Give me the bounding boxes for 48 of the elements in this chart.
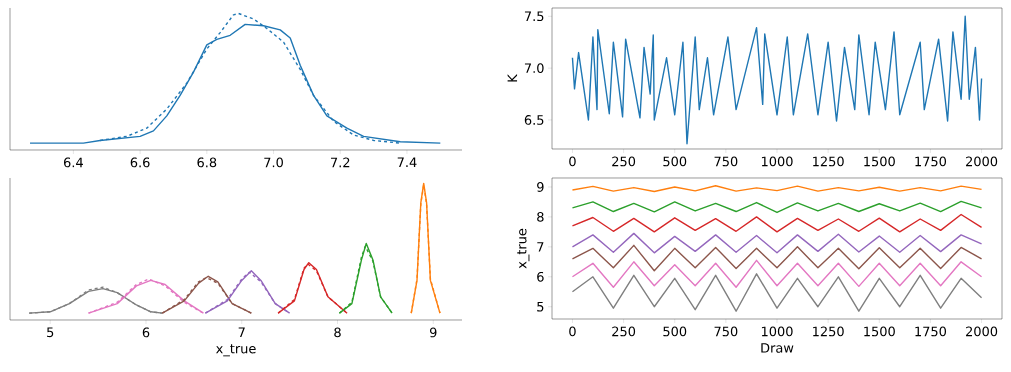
x-tick-label: 6.4 [63,157,83,168]
x-tick-label: 8 [334,327,341,338]
line-series [571,15,983,145]
y-tick-label: 7 [537,242,544,252]
x-axis-title: x_true [216,344,256,357]
x-tick-label: 250 [612,156,636,167]
x-tick-label: 500 [663,156,687,167]
y-tick-label: 5 [537,301,544,312]
x-tick-label: 1500 [864,156,895,167]
x-tick-label: 5 [47,327,54,338]
x-tick-label: 0 [569,326,576,337]
x-tick-label: 6 [142,327,150,338]
x-tick-label: 500 [663,326,687,337]
x-axis-title: Draw [761,343,794,353]
y-tick-label: 7.5 [524,11,544,22]
y-tick-label: 7.0 [524,63,544,74]
line-series [571,200,983,214]
x-tick-label: 1750 [915,326,947,337]
y-tick-label: 9 [537,182,544,192]
x-tick-label: 1250 [813,326,844,337]
y-tick-label: 6.5 [524,115,544,125]
x-tick-label: 9 [429,327,437,338]
x-tick-label: 0 [569,156,576,167]
y-axis-title: K [507,73,518,82]
line-series [571,244,983,272]
x-tick-label: 1750 [915,156,947,167]
x-tick-label: 7 [238,327,245,337]
x-tick-label: 750 [714,156,738,167]
x-tick-label: 1500 [864,326,895,337]
x-tick-label: 1250 [813,156,844,167]
x-tick-label: 250 [612,326,636,337]
x-tick-label: 6.8 [197,157,217,168]
x-tick-label: 7.4 [397,157,417,167]
x-tick-label: 1000 [761,156,793,167]
line-series [571,273,983,312]
y-tick-label: 8 [537,212,544,222]
x-tick-label: 2000 [966,156,998,167]
line-series [571,259,983,288]
x-tick-label: 7.2 [331,157,350,168]
x-tick-label: 2000 [966,326,998,337]
x-tick-label: 750 [714,326,738,337]
y-axis-title: x_true [517,228,530,269]
x-tick-label: 1000 [761,326,793,337]
x-tick-label: 6.6 [130,157,150,168]
line-series [571,232,983,254]
x-tick-label: 7.0 [264,157,283,168]
line-series [571,213,983,233]
y-tick-label: 6 [537,271,544,282]
